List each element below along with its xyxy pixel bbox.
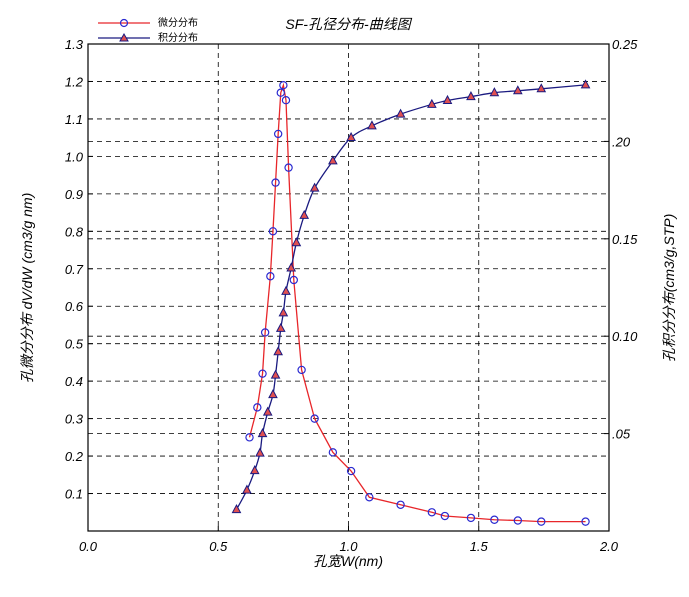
differential-data-point [427, 508, 437, 517]
y-left-tick-label: 0.6 [65, 299, 84, 314]
series-layer [231, 79, 591, 526]
x-axis-title: 孔宽W(nm) [313, 553, 383, 569]
differential-series-line [248, 82, 586, 523]
differential-data-point [260, 328, 270, 337]
differential-data-point [258, 369, 267, 378]
y-right-tick-label: 0.15 [612, 232, 638, 247]
y-left-tick-label: 1.1 [65, 112, 83, 127]
differential-data-point [268, 227, 278, 236]
cumulative-data-point [273, 346, 283, 356]
y-right-tick-label: 0.10 [612, 329, 638, 344]
cumulative-data-point [257, 428, 268, 438]
y-right-axis-title: 孔积分分布(cm3/g,STP) [661, 214, 677, 363]
cumulative-data-point [346, 131, 356, 142]
y-right-tick-label: .20 [612, 134, 631, 149]
y-right-tick-label: .05 [612, 427, 631, 442]
differential-data-point [276, 88, 285, 97]
x-tick-label: 1.0 [339, 539, 358, 554]
legend: 微分分布 积分分布 [98, 16, 198, 44]
differential-data-point [513, 516, 523, 525]
differential-data-point [365, 493, 374, 502]
cumulative-data-point [286, 262, 297, 272]
y-left-axis-ticks: 0.1 0.2 0.3 0.4 0.5 0.6 0.7 0.8 0.9 1.0 1.1 1.2 1.3 [65, 37, 93, 502]
cumulative-data-point [442, 94, 453, 104]
differential-data-point [297, 365, 306, 375]
cumulative-data-point [328, 155, 338, 165]
cumulative-data-point [268, 389, 278, 399]
y-left-tick-label: 0.2 [65, 449, 84, 464]
cumulative-data-point [255, 447, 265, 457]
cumulative-data-point [536, 83, 547, 93]
cumulative-data-point [367, 120, 377, 130]
y-left-tick-label: 0.3 [65, 412, 84, 427]
cumulative-data-point [427, 98, 437, 108]
differential-data-point [490, 515, 499, 524]
x-axis-ticks: 0.0 0.5 1.0 1.5 2.0 [79, 526, 619, 554]
differential-data-point [266, 272, 275, 281]
x-tick-label: 2.0 [599, 539, 619, 554]
cumulative-data-point [395, 108, 406, 118]
differential-data-point [281, 95, 291, 105]
y-right-tick-label: 0.25 [612, 37, 638, 52]
differential-data-point [284, 163, 293, 172]
differential-data-point [273, 129, 283, 139]
x-tick-label: 0.5 [209, 539, 228, 554]
differential-data-point [396, 500, 405, 509]
legend-label-cumulative: 积分分布 [158, 32, 198, 44]
differential-data-point [466, 513, 476, 523]
differential-data-point [279, 81, 288, 90]
cumulative-data-point [281, 285, 291, 295]
differential-data-point [440, 511, 450, 521]
cumulative-data-point [275, 322, 286, 332]
cumulative-data-point [512, 85, 523, 95]
cumulative-data-point [249, 465, 260, 475]
differential-data-point [537, 517, 546, 526]
differential-data-point [346, 466, 356, 476]
cumulative-data-point [242, 484, 252, 494]
x-tick-label: 1.5 [470, 539, 489, 554]
cumulative-data-point [278, 307, 289, 317]
x-tick-label: 0.0 [79, 539, 98, 554]
differential-data-point [271, 178, 280, 187]
differential-data-point [289, 275, 298, 285]
y-left-axis-title: 孔微分分布 dV/dW (cm3/g nm) [19, 193, 35, 384]
cumulative-data-point [270, 369, 281, 379]
legend-label-differential: 微分分布 [158, 16, 198, 29]
differential-data-point [253, 403, 262, 412]
cumulative-data-point [489, 87, 500, 97]
cumulative-data-point [309, 182, 320, 192]
differential-data-point [581, 517, 590, 526]
cumulative-data-point [262, 406, 273, 416]
y-left-tick-label: 0.5 [65, 337, 84, 352]
y-left-tick-label: 0.7 [65, 262, 84, 277]
y-left-tick-label: 0.4 [65, 374, 83, 389]
differential-data-point [310, 414, 319, 423]
y-left-tick-label: 0.8 [65, 224, 84, 239]
y-right-axis-ticks: .05 0.10 0.15 .20 0.25 [604, 37, 638, 442]
cumulative-data-point [231, 504, 242, 514]
cumulative-data-point [299, 209, 310, 219]
y-left-tick-label: 0.1 [65, 487, 83, 502]
differential-data-point [245, 433, 254, 442]
grid-lines [88, 44, 609, 531]
legend-marker-cumulative [119, 32, 129, 42]
differential-data-point [328, 448, 338, 457]
legend-marker-differential [119, 18, 129, 28]
y-left-tick-label: 1.3 [65, 37, 84, 52]
cumulative-data-point [291, 237, 302, 247]
cumulative-data-point [466, 91, 476, 101]
y-left-tick-label: 0.9 [65, 187, 83, 202]
y-left-tick-label: 1.2 [65, 74, 84, 89]
chart-title: SF-孔径分布-曲线图 [285, 16, 412, 32]
y-left-tick-label: 1.0 [65, 149, 84, 164]
cumulative-data-point [580, 79, 591, 89]
